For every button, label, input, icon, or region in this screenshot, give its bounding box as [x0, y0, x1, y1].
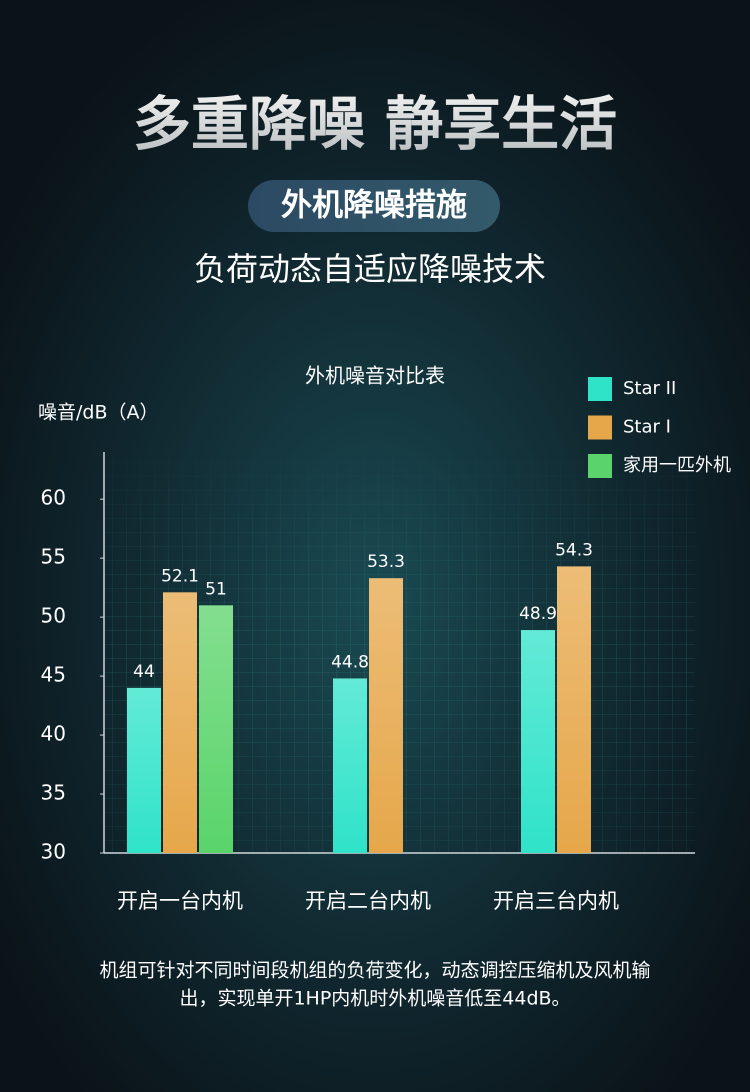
bar-shade: [127, 687, 161, 853]
y-tick-label: 40: [41, 722, 66, 746]
legend-swatch: [588, 377, 612, 401]
value-label: 44: [133, 662, 155, 682]
y-tick-label: 50: [41, 604, 66, 628]
y-tick-label: 55: [41, 545, 66, 569]
badge-bg: [248, 180, 500, 232]
title: 多重降噪 静享生活: [133, 90, 617, 158]
bar-shade: [369, 578, 403, 853]
x-tick-label: 开启一台内机: [117, 889, 243, 913]
legend-label: 家用一匹外机: [623, 455, 731, 476]
value-label: 44.8: [331, 652, 369, 672]
subtitle: 负荷动态自适应降噪技术: [194, 250, 546, 288]
legend-label: Star II: [623, 378, 676, 399]
value-label: 53.3: [367, 552, 405, 572]
x-tick-label: 开启三台内机: [493, 889, 619, 913]
bar-shade: [521, 630, 555, 853]
bar-shade: [199, 605, 233, 853]
value-label: 51: [205, 579, 227, 599]
bar-shade: [163, 592, 197, 853]
y-tick-label: 60: [41, 486, 66, 510]
bar-shade: [557, 566, 591, 853]
legend-swatch: [588, 454, 612, 478]
bar-shade: [333, 678, 367, 853]
footer-line: 出，实现单开1HP内机时外机噪音低至44dB。: [179, 988, 570, 1010]
x-tick-label: 开启二台内机: [305, 889, 431, 913]
footer-line: 机组可针对不同时间段机组的负荷变化，动态调控压缩机及风机输: [99, 960, 650, 982]
value-label: 54.3: [555, 540, 593, 560]
legend-swatch: [588, 415, 612, 440]
legend-label: Star I: [623, 417, 671, 438]
y-tick-label: 45: [41, 663, 66, 687]
chart-title: 外机噪音对比表: [305, 364, 445, 388]
y-tick-label: 30: [41, 840, 66, 864]
badge: 外机降噪措施: [281, 188, 467, 224]
value-label: 48.9: [519, 604, 557, 624]
y-axis-label: 噪音/dB（A）: [38, 402, 159, 424]
value-label: 52.1: [161, 566, 199, 586]
y-tick-label: 35: [41, 781, 66, 805]
